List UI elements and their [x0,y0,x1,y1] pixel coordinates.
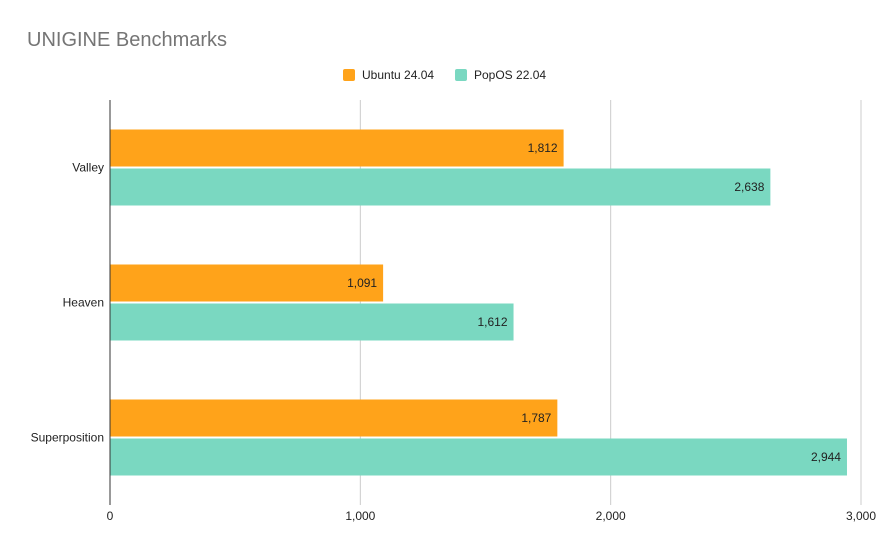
data-label-heaven-0: 1,091 [347,276,377,290]
x-tick-label-0: 0 [107,509,114,523]
category-label-heaven: Heaven [63,296,104,310]
x-tick-label-2: 2,000 [596,509,626,523]
data-label-superposition-1: 2,944 [811,450,841,464]
x-tick-label-3: 3,000 [846,509,876,523]
legend-swatch-ubuntu [343,69,355,81]
legend-label-popos: PopOS 22.04 [474,68,547,82]
bar-superposition-0 [110,399,558,437]
chart-title: UNIGINE Benchmarks [27,29,228,51]
legend-item-ubuntu: Ubuntu 24.04 [343,68,434,82]
data-label-valley-0: 1,812 [528,141,558,155]
legend-label-ubuntu: Ubuntu 24.04 [362,68,435,82]
bar-heaven-0 [110,264,384,302]
category-label-superposition: Superposition [31,431,104,445]
bar-valley-0 [110,129,564,167]
legend-swatch-popos [455,69,467,81]
data-label-valley-1: 2,638 [734,180,764,194]
category-label-valley: Valley [72,161,104,175]
legend-item-popos: PopOS 22.04 [455,68,546,82]
data-label-heaven-1: 1,612 [478,315,508,329]
bar-heaven-1 [110,303,514,341]
legend: Ubuntu 24.04 PopOS 22.04 [0,68,890,86]
x-tick-label-1: 1,000 [345,509,375,523]
data-label-superposition-0: 1,787 [521,411,551,425]
bar-valley-1 [110,168,771,206]
bar-superposition-1 [110,438,847,476]
